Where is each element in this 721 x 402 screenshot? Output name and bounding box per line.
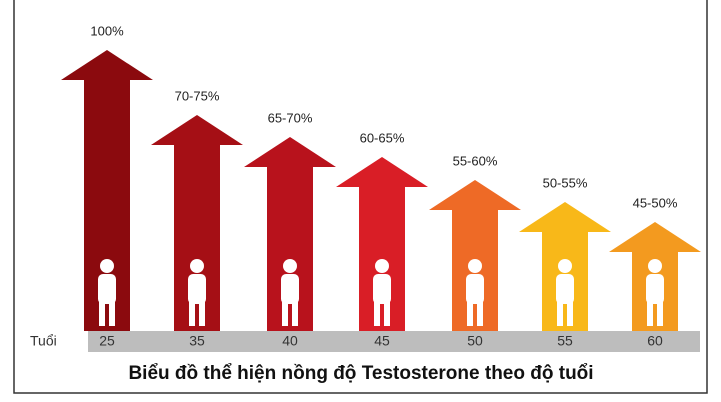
figure-leg bbox=[109, 302, 115, 326]
age-label: 25 bbox=[99, 333, 115, 349]
figure-head bbox=[648, 259, 662, 273]
arrow-label: 100% bbox=[90, 23, 124, 38]
title: Biểu đồ thể hiện nồng độ Testosterone th… bbox=[128, 363, 593, 384]
figure-body bbox=[466, 274, 484, 304]
age-label: 35 bbox=[189, 333, 205, 349]
age-label: 50 bbox=[467, 333, 483, 349]
figure-head bbox=[558, 259, 572, 273]
age-bar bbox=[88, 331, 700, 352]
figure-leg bbox=[282, 302, 288, 326]
figure-leg bbox=[292, 302, 298, 326]
figure-leg bbox=[199, 302, 205, 326]
figure-leg bbox=[374, 302, 380, 326]
arrow-label: 60-65% bbox=[360, 130, 405, 145]
arrow bbox=[336, 157, 428, 331]
age-label: 55 bbox=[557, 333, 573, 349]
figure-head bbox=[100, 259, 114, 273]
arrow-label: 65-70% bbox=[268, 110, 313, 125]
figure-leg bbox=[467, 302, 473, 326]
figure-body bbox=[188, 274, 206, 304]
arrow bbox=[151, 115, 243, 331]
arrow bbox=[61, 50, 153, 331]
arrow-label: 70-75% bbox=[175, 88, 220, 103]
frame bbox=[13, 0, 708, 394]
figure-body bbox=[98, 274, 116, 304]
figure-head bbox=[190, 259, 204, 273]
figure-leg bbox=[384, 302, 390, 326]
arrow bbox=[244, 137, 336, 331]
arrow bbox=[429, 180, 521, 331]
figure-leg bbox=[567, 302, 573, 326]
figure-leg bbox=[647, 302, 653, 326]
age-label: 45 bbox=[374, 333, 390, 349]
figure-leg bbox=[557, 302, 563, 326]
arrow-label: 50-55% bbox=[543, 175, 588, 190]
figure-body bbox=[646, 274, 664, 304]
figure-body bbox=[281, 274, 299, 304]
figure-body bbox=[556, 274, 574, 304]
arrow-label: 45-50% bbox=[633, 195, 678, 210]
figure-body bbox=[373, 274, 391, 304]
age-label: 60 bbox=[647, 333, 663, 349]
figure-head bbox=[283, 259, 297, 273]
figure-leg bbox=[477, 302, 483, 326]
figure-head bbox=[468, 259, 482, 273]
figure-leg bbox=[657, 302, 663, 326]
figure-leg bbox=[189, 302, 195, 326]
figure-leg bbox=[99, 302, 105, 326]
axis-label: Tuổi bbox=[30, 333, 57, 349]
age-label: 40 bbox=[282, 333, 298, 349]
figure-head bbox=[375, 259, 389, 273]
arrow-label: 55-60% bbox=[453, 153, 498, 168]
